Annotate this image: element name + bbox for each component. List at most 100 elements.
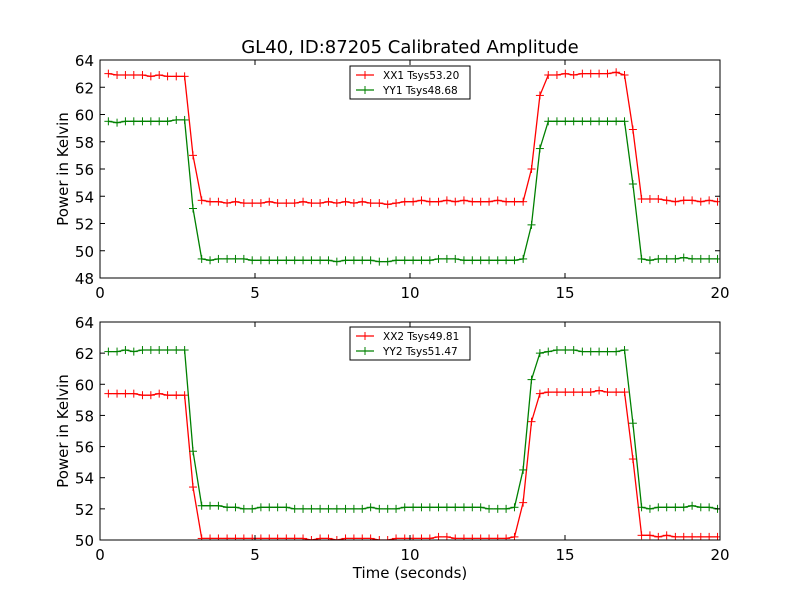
data-point [273,199,282,208]
data-point [256,256,265,265]
data-point [383,200,392,209]
data-point [485,197,494,206]
x-tick-label: 5 [250,546,260,564]
data-point [341,197,350,206]
data-point [307,199,316,208]
data-point [603,347,612,356]
data-point [485,256,494,265]
data-point [569,117,578,126]
data-point [459,534,468,540]
y-tick-label: 60 [75,107,94,125]
data-point [332,536,341,540]
data-point [375,504,384,513]
data-point [637,503,646,512]
data-point [290,256,299,265]
data-point [409,197,418,206]
data-point [400,534,409,540]
data-point [104,69,113,78]
data-point [425,534,434,540]
data-point [155,346,164,355]
data-point [197,254,206,263]
data-point [332,199,341,208]
data-point [620,346,629,355]
data-point [595,69,604,78]
data-point [569,70,578,79]
y-tick-label: 54 [75,188,94,206]
data-point [417,196,426,205]
data-point [341,534,350,540]
data-point [129,347,138,356]
data-point [578,69,587,78]
y-tick-label: 56 [75,439,94,457]
data-point [493,504,502,513]
data-point [290,534,299,540]
data-point [265,256,274,265]
data-point [138,391,147,400]
data-point [299,256,308,265]
data-point [679,196,688,205]
data-point [121,346,130,355]
data-point [628,125,637,134]
data-point [628,419,637,428]
y-tick-label: 48 [75,270,94,288]
data-point [273,534,282,540]
data-point [180,115,189,124]
data-point [282,534,291,540]
y-tick-label: 64 [75,52,94,70]
data-point [366,199,375,208]
data-point [104,117,113,126]
data-point [409,503,418,512]
series-line [108,389,718,540]
data-point [468,197,477,206]
data-point [239,254,248,263]
data-point [332,257,341,266]
data-point [155,117,164,126]
data-point [189,204,197,213]
data-point [620,70,629,79]
data-point [172,346,181,355]
data-point [485,504,494,513]
data-point [409,256,418,265]
data-point [595,386,604,395]
legend-label: XX1 Tsys53.20 [383,70,459,82]
y-tick-label: 58 [75,134,94,152]
data-point [603,388,612,397]
data-point [163,346,172,355]
data-point [544,70,553,79]
data-point [679,503,688,512]
data-point [214,254,223,263]
data-point [451,534,460,540]
data-point [375,257,384,266]
data-point [400,503,409,512]
data-point [206,534,215,540]
data-point [645,531,654,540]
series-line [108,349,718,510]
y-tick-label: 62 [75,345,94,363]
data-point [273,256,282,265]
data-point [671,503,680,512]
data-point [519,465,528,474]
data-point [121,389,130,398]
data-point [358,256,367,265]
data-point [197,534,206,540]
data-point [645,194,654,203]
data-point [223,503,232,512]
data-point [612,117,621,126]
data-point [468,534,477,540]
data-point [679,253,688,262]
data-point [713,254,720,263]
data-point [239,199,248,208]
data-point [527,375,536,384]
data-point [696,503,705,512]
data-point [519,254,528,263]
data-point [189,483,197,492]
y-tick-label: 50 [75,243,94,261]
data-point [688,254,697,263]
data-point [535,389,544,398]
data-point [569,388,578,397]
data-point [113,347,122,356]
data-point [163,72,172,81]
data-point [586,347,595,356]
data-point [705,196,714,205]
data-point [451,503,460,512]
